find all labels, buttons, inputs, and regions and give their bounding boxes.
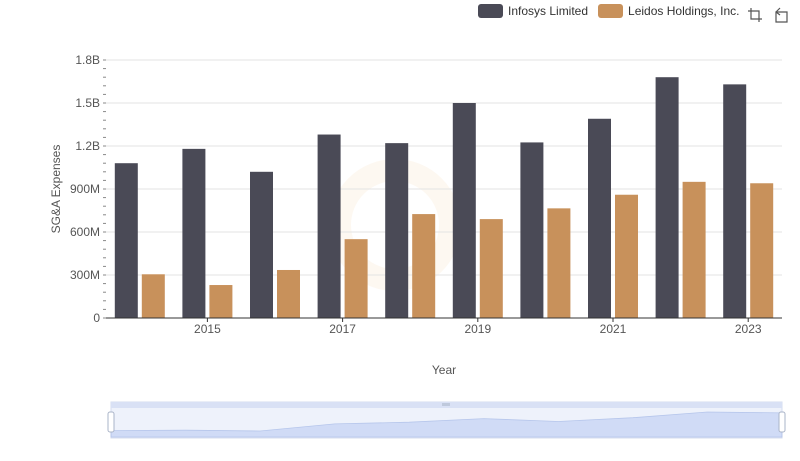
y-axis-label: SG&A Expenses xyxy=(49,145,63,234)
bar-leidos-2017[interactable] xyxy=(344,239,368,318)
bar-leidos-2018[interactable] xyxy=(412,214,436,318)
bar-infosys-2023[interactable] xyxy=(723,84,747,318)
zoom-icon[interactable] xyxy=(746,6,764,24)
bar-leidos-2020[interactable] xyxy=(547,208,571,318)
y-minor-ticks xyxy=(103,59,106,319)
bar-infosys-2020[interactable] xyxy=(520,142,544,318)
data-zoom-grip[interactable] xyxy=(442,403,450,406)
bar-leidos-2023[interactable] xyxy=(750,183,774,318)
x-tick-label: 2015 xyxy=(194,322,221,336)
y-tick-labels: 0 300M 600M 900M 1.2B 1.5B 1.8B xyxy=(70,53,100,325)
x-tick-labels: 2015 2017 2019 2021 2023 xyxy=(194,318,762,336)
y-tick-label: 1.8B xyxy=(75,53,100,67)
bar-leidos-2019[interactable] xyxy=(479,219,503,318)
y-tick-label: 600M xyxy=(70,225,100,239)
restore-icon[interactable] xyxy=(772,6,790,24)
y-tick-label: 300M xyxy=(70,268,100,282)
data-zoom-slider[interactable] xyxy=(107,401,786,439)
x-tick-label: 2017 xyxy=(329,322,356,336)
bar-infosys-2017[interactable] xyxy=(317,134,341,318)
y-tick-label: 0 xyxy=(93,311,100,325)
bar-infosys-2015[interactable] xyxy=(182,148,206,318)
x-tick-label: 2023 xyxy=(735,322,762,336)
chart-legend: Infosys Limited Leidos Holdings, Inc. xyxy=(478,4,749,18)
legend-item-infosys[interactable]: Infosys Limited xyxy=(478,4,588,18)
bar-infosys-2022[interactable] xyxy=(655,77,679,318)
bar-infosys-2018[interactable] xyxy=(385,143,409,318)
bars xyxy=(114,77,774,319)
y-tick-label: 1.2B xyxy=(75,139,100,153)
bar-leidos-2015[interactable] xyxy=(209,285,233,318)
legend-item-leidos[interactable]: Leidos Holdings, Inc. xyxy=(598,4,739,18)
legend-swatch-infosys xyxy=(478,4,503,18)
data-zoom-handle-left[interactable] xyxy=(107,411,115,433)
bar-leidos-2022[interactable] xyxy=(682,181,706,318)
bar-leidos-2014[interactable] xyxy=(141,274,165,318)
bar-infosys-2016[interactable] xyxy=(250,171,273,318)
bar-infosys-2014[interactable] xyxy=(114,163,138,318)
legend-swatch-leidos xyxy=(598,4,624,18)
x-axis-label: Year xyxy=(432,363,456,377)
bar-infosys-2019[interactable] xyxy=(452,103,476,318)
data-zoom-handle-right[interactable] xyxy=(778,411,786,433)
x-tick-label: 2019 xyxy=(464,322,491,336)
bar-leidos-2021[interactable] xyxy=(615,194,638,318)
y-tick-label: 900M xyxy=(70,182,100,196)
legend-label-infosys: Infosys Limited xyxy=(508,4,589,18)
bar-leidos-2016[interactable] xyxy=(277,269,300,318)
chart-toolbox xyxy=(746,6,790,24)
y-tick-label: 1.5B xyxy=(75,96,100,110)
legend-label-leidos: Leidos Holdings, Inc. xyxy=(628,4,740,18)
x-tick-label: 2021 xyxy=(600,322,627,336)
bar-infosys-2021[interactable] xyxy=(588,118,611,319)
